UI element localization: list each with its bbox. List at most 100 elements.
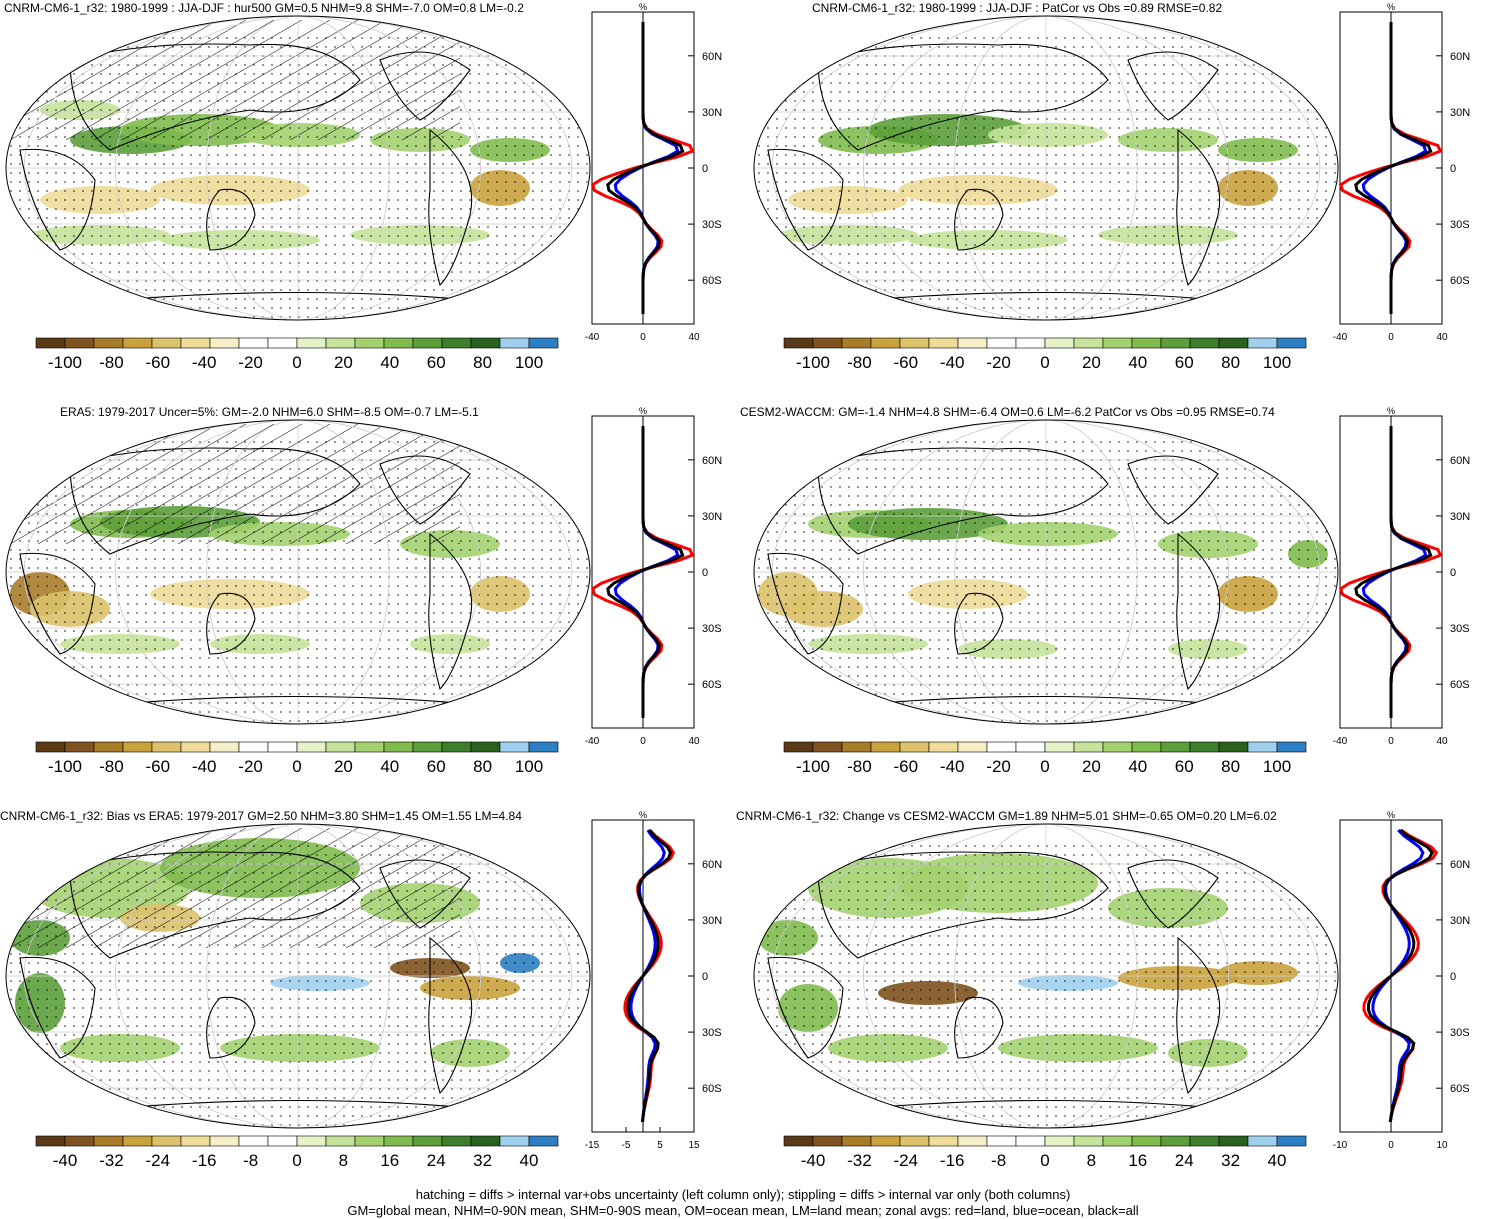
colorbar-label: -16 <box>192 1151 217 1170</box>
x-tick-label: 0 <box>640 736 646 747</box>
colorbar-box <box>441 741 472 753</box>
map <box>5 823 591 1129</box>
panel-2: CNRM-CM6-1_r32: 1980-1999 : JJA-DJF : Pa… <box>748 0 1486 390</box>
graticule-line <box>206 420 390 724</box>
y-tick-label: 60S <box>702 1083 722 1095</box>
colorbar-label: -40 <box>192 353 217 372</box>
y-tick-label: 0 <box>1450 567 1456 579</box>
colorbar-label: 16 <box>1128 1151 1147 1170</box>
zonal-mean-plot: -40 0 40% 60N 30N 0 30S 60S <box>1333 2 1470 343</box>
colorbar-label: 60 <box>427 353 446 372</box>
colorbar-box <box>1102 1135 1133 1147</box>
colorbar-label: 40 <box>380 757 399 776</box>
colorbar-box <box>783 741 814 753</box>
coastline <box>954 996 1004 1059</box>
colorbar-label: 40 <box>1128 353 1147 372</box>
colorbar-box <box>870 337 901 349</box>
coastline <box>379 51 471 121</box>
coastline <box>119 695 471 705</box>
colorbar-label: 100 <box>1263 757 1291 776</box>
colorbar-label: 80 <box>1221 757 1240 776</box>
x-tick-label: -40 <box>1333 736 1348 747</box>
colorbar-box <box>470 337 501 349</box>
zonal-mean-line <box>1366 828 1435 1123</box>
colorbar-box <box>325 337 356 349</box>
colorbar-box <box>986 1135 1017 1147</box>
colorbar-box <box>1131 337 1162 349</box>
panel-title: ERA5: 1979-2017 Uncer=5%: GM=-2.0 NHM=6.… <box>60 405 479 419</box>
coastline <box>867 1099 1219 1109</box>
colorbar-box <box>870 741 901 753</box>
x-tick-label: 10 <box>1436 1140 1448 1151</box>
colorbar-box <box>35 741 66 753</box>
graticule-line <box>23 824 573 1128</box>
panel-title: CNRM-CM6-1_r32: 1980-1999 : JJA-DJF : hu… <box>4 1 524 15</box>
y-tick-label: 60S <box>1450 679 1470 691</box>
colorbar-label: -20 <box>986 757 1011 776</box>
colorbar-box <box>64 337 95 349</box>
graticule-line <box>115 16 481 320</box>
colorbar-box <box>209 741 240 753</box>
colorbar-box <box>238 337 269 349</box>
colorbar-box <box>151 1135 182 1147</box>
coastline <box>767 552 844 655</box>
colorbar-box <box>238 741 269 753</box>
coastline <box>428 532 473 691</box>
colorbar-label: 16 <box>380 1151 399 1170</box>
colorbar-box <box>499 337 530 349</box>
y-tick-label: 30S <box>1450 219 1470 231</box>
coastline <box>767 148 844 251</box>
zonal-mean-plot: -40 0 40% 60N 30N 0 30S 60S <box>1333 406 1470 747</box>
colorbar-label: -60 <box>894 353 919 372</box>
panel-1: CNRM-CM6-1_r32: 1980-1999 : JJA-DJF : hu… <box>0 0 740 390</box>
x-tick-label: -15 <box>585 1140 600 1151</box>
colorbar-box <box>1015 1135 1046 1147</box>
colorbar: -100 -80 -60 -40 -20 0 20 40 60 80 100 <box>783 741 1307 776</box>
y-tick-label: 30N <box>1450 915 1470 927</box>
y-tick-label: 60S <box>702 275 722 287</box>
colorbar-box <box>151 337 182 349</box>
colorbar-label: -40 <box>53 1151 78 1170</box>
y-tick-label: 30N <box>1450 107 1470 119</box>
colorbar-box <box>1044 337 1075 349</box>
colorbar-box <box>899 741 930 753</box>
map-figure: -40 0 40% 60N 30N 0 30S 60S -100 -80 -60 -40 -20 0 20 4… <box>5 2 722 372</box>
x-tick-label: -10 <box>1333 1140 1348 1151</box>
colorbar: -100 -80 -60 -40 -20 0 20 40 60 80 100 <box>783 337 1307 372</box>
y-tick-label: 0 <box>1450 971 1456 983</box>
y-tick-label: 0 <box>702 163 708 175</box>
coastline <box>379 455 471 525</box>
colorbar-box <box>1131 1135 1162 1147</box>
colorbar-label: 60 <box>1175 353 1194 372</box>
colorbar-box <box>383 741 414 753</box>
x-tick-label: -40 <box>1333 332 1348 343</box>
graticule-line <box>771 824 1321 1128</box>
colorbar-box <box>35 1135 66 1147</box>
colorbar-label: -100 <box>48 757 82 776</box>
colorbar-label: -20 <box>238 353 263 372</box>
y-tick-label: 30S <box>1450 623 1470 635</box>
colorbar-label: 60 <box>1175 757 1194 776</box>
colorbar-label: -60 <box>146 757 171 776</box>
colorbar-box <box>470 1135 501 1147</box>
colorbar-label: 8 <box>1087 1151 1096 1170</box>
colorbar-box <box>209 1135 240 1147</box>
colorbar-label: -80 <box>99 757 124 776</box>
colorbar-label: -40 <box>192 757 217 776</box>
y-tick-label: 0 <box>702 971 708 983</box>
colorbar-label: 40 <box>1128 757 1147 776</box>
y-tick-label: 0 <box>702 567 708 579</box>
panel-3: ERA5: 1979-2017 Uncer=5%: GM=-2.0 NHM=6.… <box>0 404 740 794</box>
colorbar-box <box>1189 337 1220 349</box>
unit-label: % <box>1387 406 1395 416</box>
coastline <box>817 43 1109 151</box>
colorbar-label: 32 <box>473 1151 492 1170</box>
coastline <box>19 552 96 655</box>
colorbar-box <box>928 1135 959 1147</box>
coastline <box>379 859 471 929</box>
stippling <box>754 434 1338 724</box>
graticule-line <box>863 16 1229 320</box>
colorbar-label: 32 <box>1221 1151 1240 1170</box>
coastline <box>867 695 1219 705</box>
zonal-mean-plot: -40 0 40% 60N 30N 0 30S 60S <box>585 406 722 747</box>
